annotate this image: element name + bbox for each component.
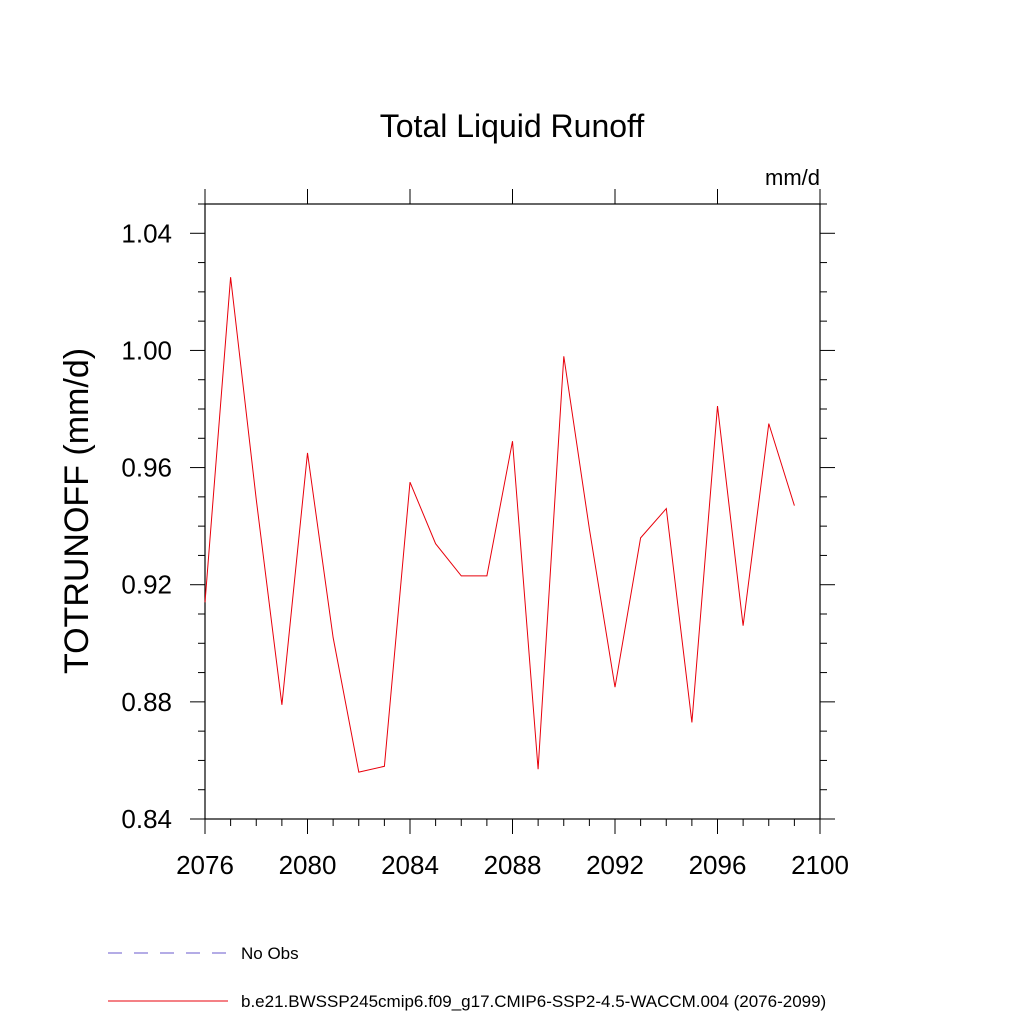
plot-frame: [204, 203, 821, 820]
y-tick-label: 0.84: [121, 804, 172, 834]
x-tick-label: 2088: [484, 850, 542, 880]
chart-title: Total Liquid Runoff: [380, 108, 645, 144]
y-tick-labels: 0.84 0.88 0.92 0.96 1.00 1.04: [121, 218, 172, 834]
axis-ticks: [190, 189, 835, 834]
x-tick-label: 2076: [176, 850, 234, 880]
x-tick-labels: 2076 2080 2084 2088 2092 2096 2100: [176, 850, 849, 880]
legend: No Obs b.e21.BWSSP245cmip6.f09_g17.CMIP6…: [108, 944, 826, 1011]
x-tick-label: 2096: [689, 850, 747, 880]
data-points: [204, 276, 796, 773]
y-tick-label: 0.92: [121, 570, 172, 600]
y-tick-label: 0.88: [121, 687, 172, 717]
series-group: [204, 277, 795, 773]
x-tick-label: 2080: [279, 850, 337, 880]
series-line: [204, 277, 795, 773]
y-axis-label: TOTRUNOFF (mm/d): [58, 348, 96, 674]
units-label: mm/d: [765, 165, 820, 190]
legend-label-no-obs: No Obs: [241, 944, 299, 963]
y-tick-label: 0.96: [121, 453, 172, 483]
x-tick-label: 2100: [791, 850, 849, 880]
x-tick-label: 2092: [586, 850, 644, 880]
y-tick-label: 1.00: [121, 335, 172, 365]
legend-label-series: b.e21.BWSSP245cmip6.f09_g17.CMIP6-SSP2-4…: [241, 992, 826, 1011]
y-tick-label: 1.04: [121, 218, 172, 248]
x-tick-label: 2084: [381, 850, 439, 880]
